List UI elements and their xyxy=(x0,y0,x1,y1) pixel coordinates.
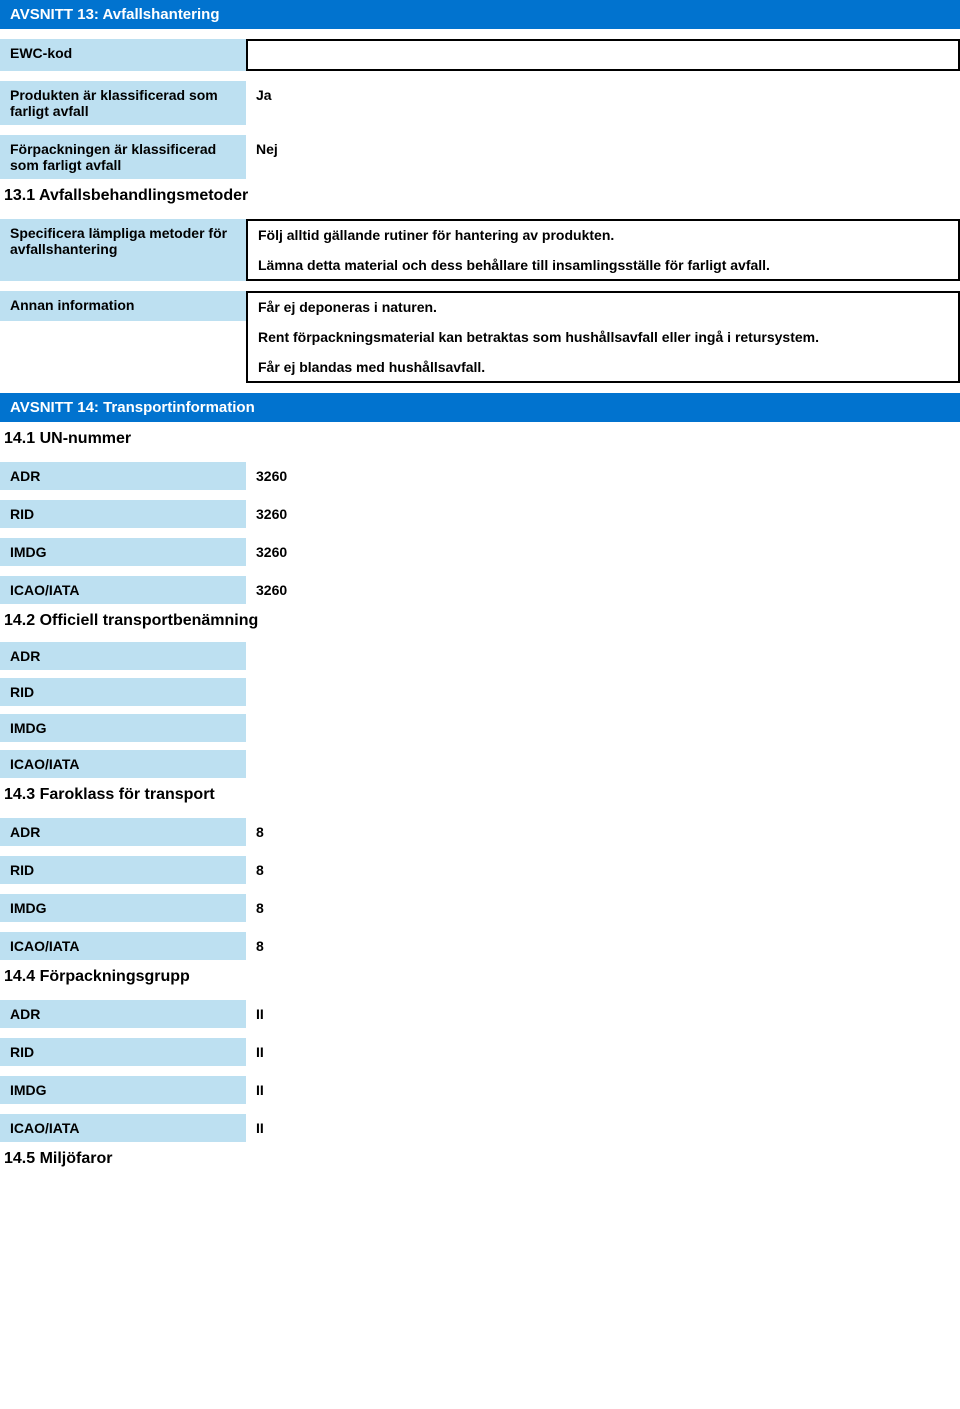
off-imdg-row: IMDG xyxy=(0,714,960,742)
pack-rid-value: II xyxy=(246,1038,274,1066)
ewc-value-box xyxy=(246,39,960,71)
ewc-label: EWC-kod xyxy=(0,39,246,71)
other-info-value-box: Får ej deponeras i naturen. Rent förpack… xyxy=(246,291,960,383)
pack-adr-value: II xyxy=(246,1000,274,1028)
product-classified-row: Produkten är klassificerad som farligt a… xyxy=(0,81,960,125)
packaging-classified-value: Nej xyxy=(246,135,288,179)
pack-adr-row: ADR II xyxy=(0,1000,960,1028)
un-icao-value: 3260 xyxy=(246,576,297,604)
pack-icao-label: ICAO/IATA xyxy=(0,1114,246,1142)
un-adr-row: ADR 3260 xyxy=(0,462,960,490)
un-rid-row: RID 3260 xyxy=(0,500,960,528)
product-classified-value: Ja xyxy=(246,81,282,125)
un-imdg-label: IMDG xyxy=(0,538,246,566)
off-adr-row: ADR xyxy=(0,642,960,670)
off-imdg-label: IMDG xyxy=(0,714,246,742)
off-adr-label: ADR xyxy=(0,642,246,670)
other-info-label: Annan information xyxy=(0,291,246,321)
sub-14-4-heading: 14.4 Förpackningsgrupp xyxy=(0,960,960,990)
un-icao-row: ICAO/IATA 3260 xyxy=(0,576,960,604)
sub-13-1-heading: 13.1 Avfallsbehandlingsmetoder xyxy=(0,179,960,209)
methods-p1: Följ alltid gällande rutiner för hanteri… xyxy=(258,227,614,243)
pack-imdg-row: IMDG II xyxy=(0,1076,960,1104)
other-info-row: Annan information Får ej deponeras i nat… xyxy=(0,291,960,383)
ewc-row: EWC-kod xyxy=(0,39,960,71)
methods-label: Specificera lämpliga metoder för avfalls… xyxy=(0,219,246,281)
methods-row: Specificera lämpliga metoder för avfalls… xyxy=(0,219,960,281)
class-rid-row: RID 8 xyxy=(0,856,960,884)
un-imdg-row: IMDG 3260 xyxy=(0,538,960,566)
other-info-p3: Får ej blandas med hushållsavfall. xyxy=(258,359,485,375)
packaging-classified-label: Förpackningen är klassificerad som farli… xyxy=(0,135,246,179)
other-info-p1: Får ej deponeras i naturen. xyxy=(258,299,437,315)
pack-rid-row: RID II xyxy=(0,1038,960,1066)
methods-value-box: Följ alltid gällande rutiner för hanteri… xyxy=(246,219,960,281)
class-adr-value: 8 xyxy=(246,818,274,846)
pack-imdg-value: II xyxy=(246,1076,274,1104)
section-13-header: AVSNITT 13: Avfallshantering xyxy=(0,0,960,29)
section-14-header: AVSNITT 14: Transportinformation xyxy=(0,393,960,422)
class-rid-value: 8 xyxy=(246,856,274,884)
packaging-classified-row: Förpackningen är klassificerad som farli… xyxy=(0,135,960,179)
class-icao-row: ICAO/IATA 8 xyxy=(0,932,960,960)
class-imdg-row: IMDG 8 xyxy=(0,894,960,922)
un-rid-label: RID xyxy=(0,500,246,528)
class-imdg-value: 8 xyxy=(246,894,274,922)
sub-14-1-heading: 14.1 UN-nummer xyxy=(0,422,960,452)
class-imdg-label: IMDG xyxy=(0,894,246,922)
class-adr-row: ADR 8 xyxy=(0,818,960,846)
pack-imdg-label: IMDG xyxy=(0,1076,246,1104)
off-rid-row: RID xyxy=(0,678,960,706)
class-icao-label: ICAO/IATA xyxy=(0,932,246,960)
un-adr-label: ADR xyxy=(0,462,246,490)
un-adr-value: 3260 xyxy=(246,462,297,490)
pack-rid-label: RID xyxy=(0,1038,246,1066)
pack-icao-value: II xyxy=(246,1114,274,1142)
pack-icao-row: ICAO/IATA II xyxy=(0,1114,960,1142)
off-rid-label: RID xyxy=(0,678,246,706)
off-icao-row: ICAO/IATA xyxy=(0,750,960,778)
sub-14-2-heading: 14.2 Officiell transportbenämning xyxy=(0,604,960,634)
product-classified-label: Produkten är klassificerad som farligt a… xyxy=(0,81,246,125)
class-rid-label: RID xyxy=(0,856,246,884)
sub-14-5-heading: 14.5 Miljöfaror xyxy=(0,1142,960,1172)
pack-adr-label: ADR xyxy=(0,1000,246,1028)
class-adr-label: ADR xyxy=(0,818,246,846)
methods-p2: Lämna detta material och dess behållare … xyxy=(258,257,770,273)
other-info-p2: Rent förpackningsmaterial kan betraktas … xyxy=(258,329,819,345)
sub-14-3-heading: 14.3 Faroklass för transport xyxy=(0,778,960,808)
class-icao-value: 8 xyxy=(246,932,274,960)
un-icao-label: ICAO/IATA xyxy=(0,576,246,604)
off-icao-label: ICAO/IATA xyxy=(0,750,246,778)
un-imdg-value: 3260 xyxy=(246,538,297,566)
un-rid-value: 3260 xyxy=(246,500,297,528)
